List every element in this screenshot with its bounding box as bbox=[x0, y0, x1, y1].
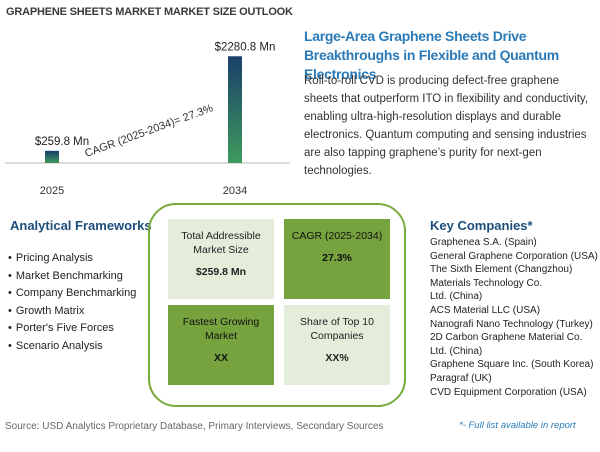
framework-item: Porter's Five Forces bbox=[8, 320, 136, 338]
tam-card: Total Addressible Market Size $259.8 Mn bbox=[168, 219, 274, 299]
company-item: Nanografi Nano Technology (Turkey) bbox=[430, 318, 593, 330]
bar-2034 bbox=[228, 56, 242, 163]
company-item: CVD Equipment Corporation (USA) bbox=[430, 386, 587, 398]
bar-2025 bbox=[45, 150, 59, 163]
market-size-chart: $259.8 Mn 2025 $2280.8 Mn 2034 CAGR (2025-2… bbox=[0, 22, 300, 212]
frameworks-list: Pricing Analysis Market Benchmarking Com… bbox=[8, 250, 136, 355]
x-tick-label: 2034 bbox=[223, 185, 247, 197]
framework-item: Growth Matrix bbox=[8, 303, 136, 321]
company-item: Paragraf (UK) bbox=[430, 372, 492, 384]
company-item: General Graphene Corporation (USA) bbox=[430, 250, 598, 262]
key-metrics-panel: Total Addressible Market Size $259.8 Mn … bbox=[148, 203, 406, 407]
cagr-annotation: CAGR (2025-2034)= 27.3% bbox=[83, 102, 215, 160]
top10-share-label: Share of Top 10 Companies bbox=[300, 316, 374, 342]
company-item: Graphenea S.A. (Spain) bbox=[430, 237, 537, 248]
company-item: The Sixth Element (Changzhou) Materials … bbox=[430, 264, 573, 289]
company-item: Graphene Square Inc. (South Korea) bbox=[430, 359, 594, 371]
page-title: GRAPHENE SHEETS MARKET MARKET SIZE OUTLO… bbox=[6, 6, 293, 18]
cagr-label: CAGR (2025-2034) bbox=[291, 230, 383, 242]
x-tick-label: 2025 bbox=[40, 185, 64, 197]
full-list-note: *- Full list available in report bbox=[459, 420, 576, 431]
cagr-value: 27.3% bbox=[322, 252, 352, 264]
company-item: Ltd. (China) bbox=[430, 291, 483, 303]
bar-value-label: $259.8 Mn bbox=[35, 136, 89, 148]
fastest-market-card: Fastest Growing Market XX bbox=[168, 305, 274, 385]
framework-item: Company Benchmarking bbox=[8, 285, 136, 303]
company-item: 2D Carbon Graphene Material Co. Ltd. (Ch… bbox=[430, 332, 583, 357]
companies-list: Graphenea S.A. (Spain) General Graphene … bbox=[430, 236, 600, 399]
fastest-market-value: XX bbox=[213, 352, 228, 364]
headline: Large-Area Graphene Sheets Drive Breakth… bbox=[304, 28, 559, 82]
companies-title: Key Companies* bbox=[430, 218, 533, 233]
company-item: ACS Material LLC (USA) bbox=[430, 304, 541, 316]
fastest-market-label: Fastest Growing Market bbox=[182, 316, 260, 342]
tam-value: $259.8 Mn bbox=[195, 266, 247, 278]
framework-item: Pricing Analysis bbox=[8, 250, 136, 268]
source-note: Source: USD Analytics Proprietary Databa… bbox=[5, 421, 384, 432]
cagr-card: CAGR (2025-2034) 27.3% bbox=[284, 219, 390, 299]
bar-chart-svg: $259.8 Mn 2025 $2280.8 Mn 2034 CAGR (2025-2… bbox=[5, 41, 290, 197]
frameworks-title: Analytical Frameworks bbox=[10, 218, 152, 233]
tam-label: Total Addressible Market Size bbox=[181, 230, 261, 256]
bar-value-label: $2280.8 Mn bbox=[215, 41, 276, 53]
description: Roll-to-roll CVD is producing defect-fre… bbox=[304, 75, 589, 177]
framework-item: Market Benchmarking bbox=[8, 268, 136, 286]
framework-item: Scenario Analysis bbox=[8, 338, 136, 356]
top10-share-card: Share of Top 10 Companies XX% bbox=[284, 305, 390, 385]
top10-share-value: XX% bbox=[325, 352, 349, 364]
